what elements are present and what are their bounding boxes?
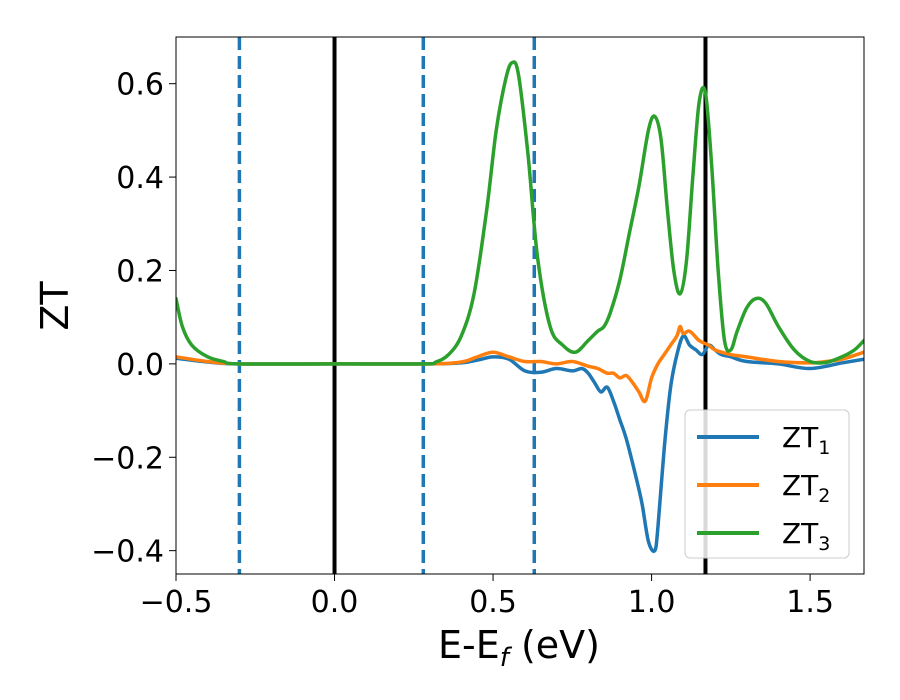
y-tick-label: −0.4 — [91, 535, 164, 570]
plot-frame — [175, 36, 865, 575]
y-tick-label: 0.4 — [116, 161, 164, 196]
series-line-zt2 — [176, 324, 864, 404]
y-tick-label: 0.2 — [116, 254, 164, 289]
legend-label-zt2: ZT2 — [782, 469, 830, 507]
legend: ZT1 ZT2 ZT3 — [684, 409, 850, 559]
legend-label-zt1: ZT1 — [782, 421, 830, 459]
x-tick-label: 1.0 — [628, 585, 676, 620]
legend-box — [684, 409, 850, 559]
x-axis: −0.5 0.0 0.5 1.0 1.5 — [140, 574, 834, 620]
x-tick-label: −0.5 — [140, 585, 213, 620]
y-tick-label: 0.0 — [116, 348, 164, 383]
legend-label-zt3: ZT3 — [782, 517, 830, 555]
y-tick-label: −0.2 — [91, 441, 164, 476]
x-tick-label: 1.5 — [786, 585, 834, 620]
x-axis-label: E-Ef (eV) — [438, 623, 600, 673]
y-tick-label: 0.6 — [116, 68, 164, 103]
series-layer — [176, 60, 864, 554]
y-axis: −0.4 −0.2 0.0 0.2 0.4 0.6 — [91, 68, 176, 570]
x-tick-label: 0.5 — [469, 585, 517, 620]
series-line-zt3 — [176, 60, 864, 366]
y-axis-label: ZT — [33, 281, 77, 331]
x-tick-label: 0.0 — [311, 585, 359, 620]
